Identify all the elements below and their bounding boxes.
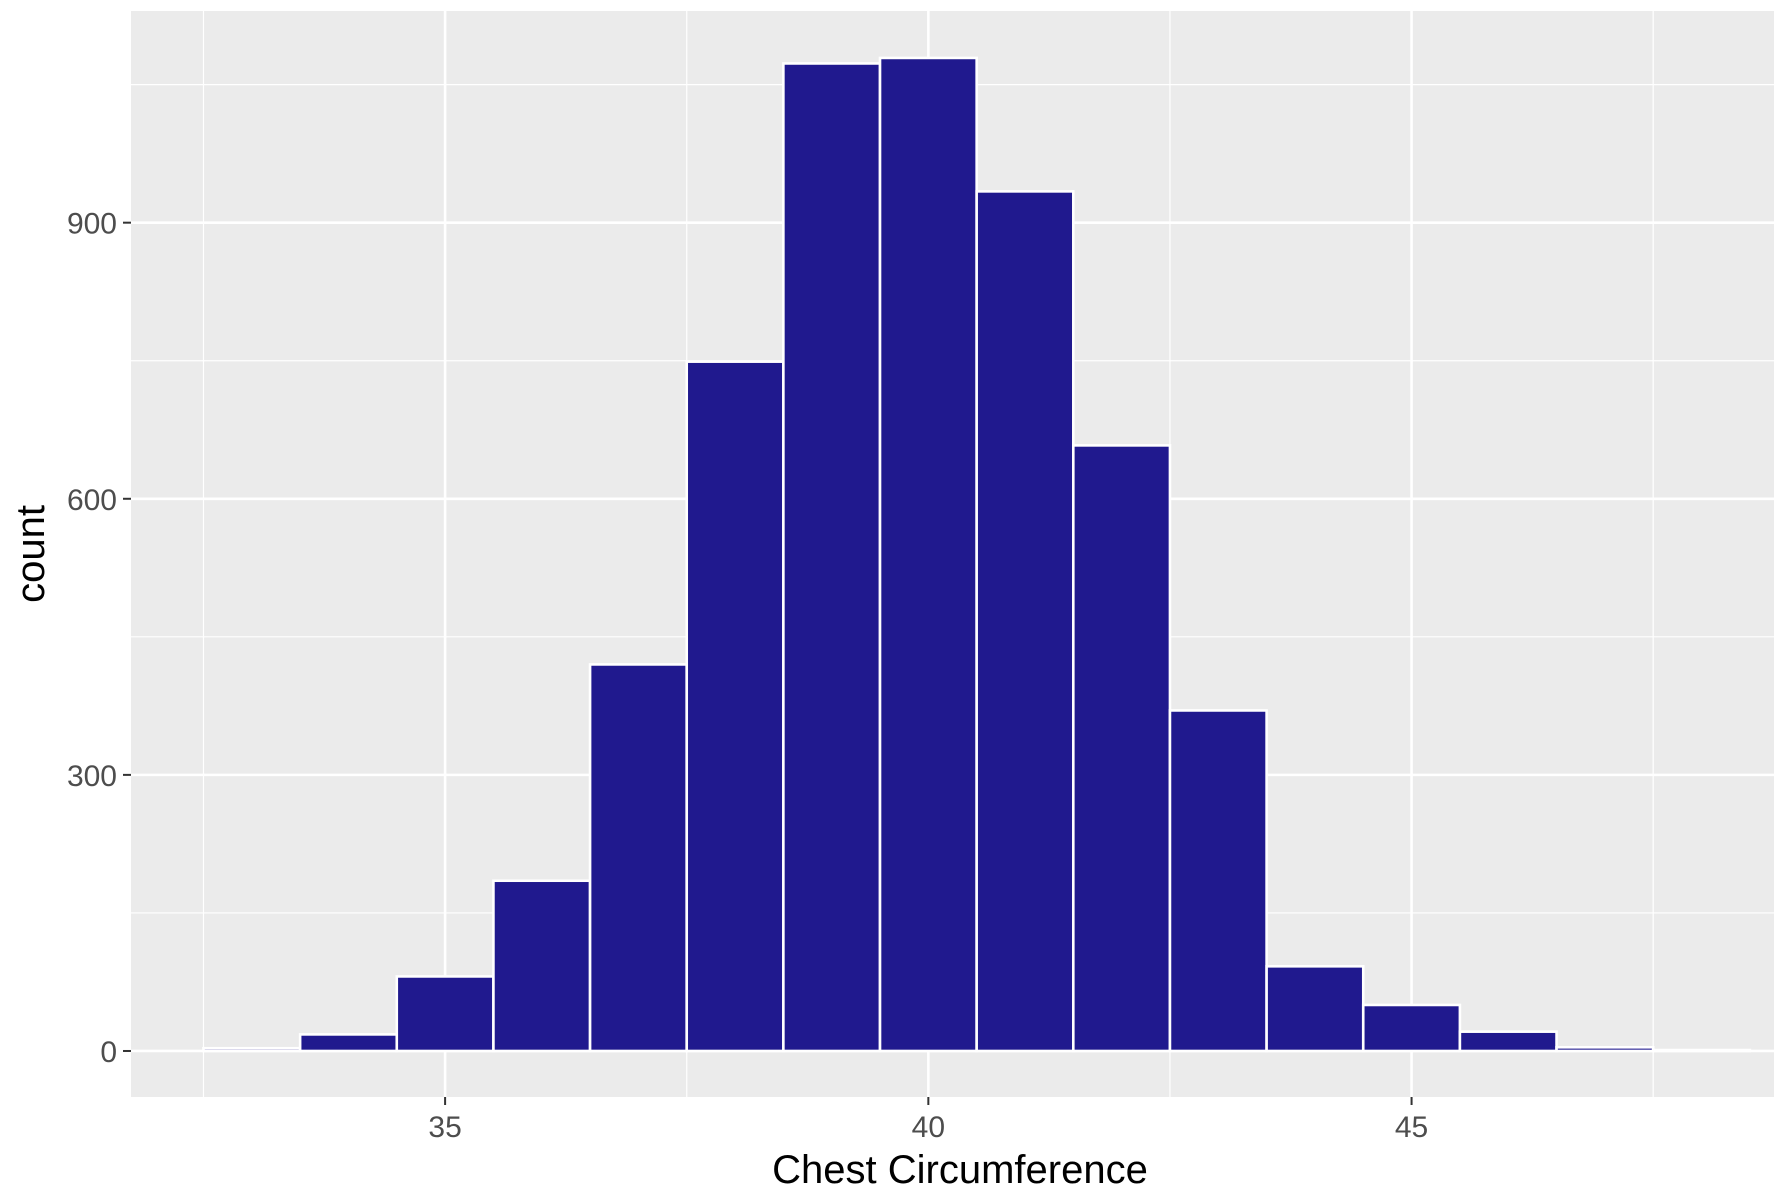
histogram-bar (298, 1033, 399, 1053)
histogram-bar (1361, 1003, 1462, 1053)
histogram-bar (1458, 1030, 1558, 1053)
histogram-bar (1168, 709, 1268, 1053)
histogram-bar (685, 360, 785, 1053)
x-tick-label: 45 (1395, 1111, 1428, 1144)
histogram-bar (1555, 1046, 1655, 1053)
y-axis-title: count (9, 505, 53, 603)
histogram-bar (1265, 965, 1365, 1053)
histogram-bar (492, 879, 592, 1053)
histogram-bar (202, 1046, 302, 1053)
y-tick-label: 900 (67, 208, 117, 241)
y-tick-label: 300 (67, 760, 117, 793)
y-tick-label: 0 (100, 1036, 117, 1069)
x-tick-label: 40 (912, 1111, 945, 1144)
histogram-bar (1651, 1048, 1752, 1053)
histogram-bar (782, 62, 882, 1053)
histogram-bar (1072, 444, 1172, 1053)
y-tick-label: 600 (67, 484, 117, 517)
histogram-bar (395, 975, 495, 1053)
y-axis: 0 300 600 900 (67, 208, 131, 1069)
histogram-bars (202, 56, 1752, 1053)
x-axis-title: Chest Circumference (772, 1148, 1148, 1192)
x-axis: 35 40 45 (428, 1097, 1428, 1144)
x-tick-label: 35 (428, 1111, 461, 1144)
histogram-bar (878, 56, 978, 1053)
histogram-bar (588, 663, 689, 1053)
histogram-bar (975, 190, 1075, 1053)
